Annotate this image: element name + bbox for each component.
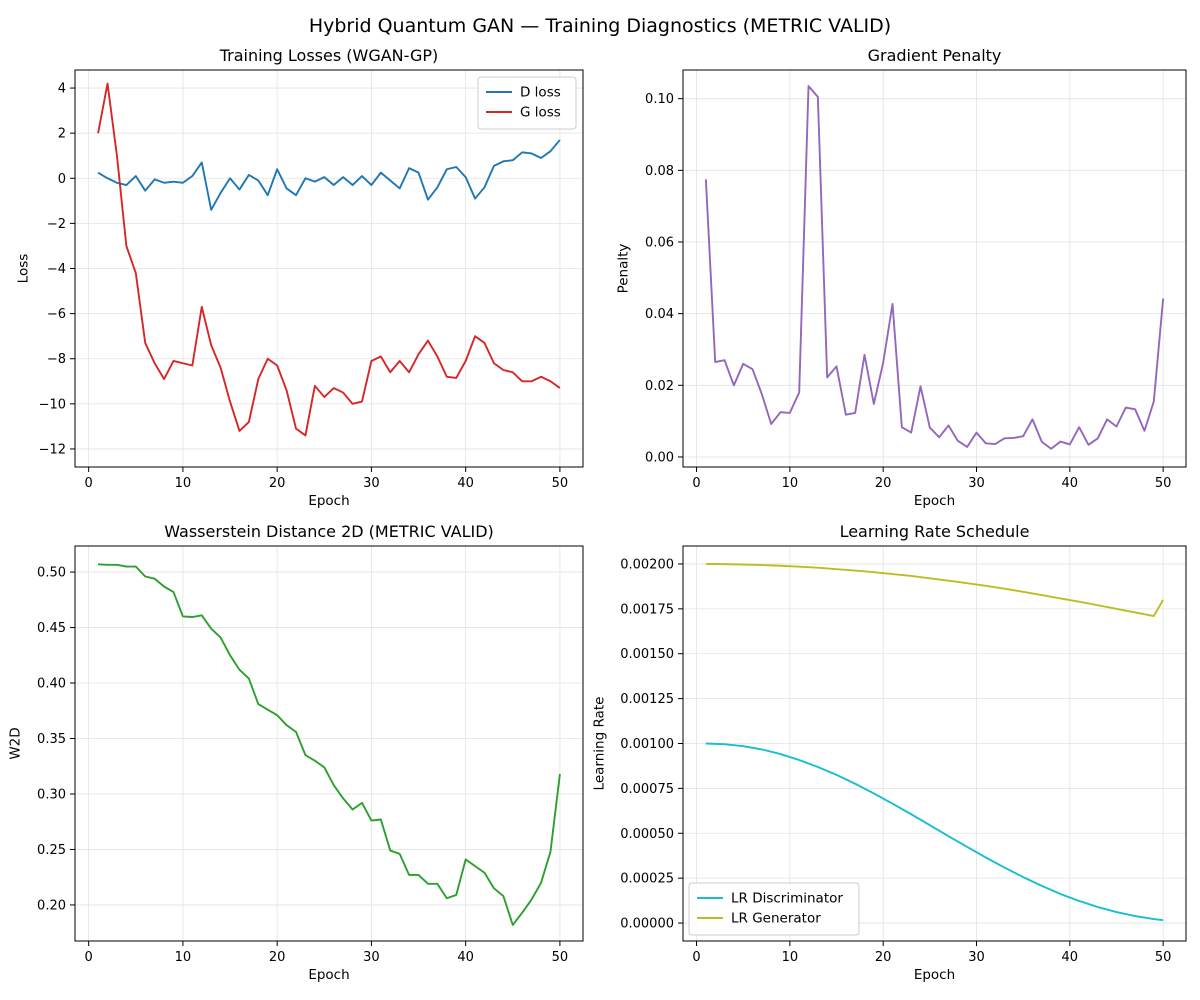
y-tick-label: −4 [47,262,66,277]
y-tick-label: 0.00 [645,450,674,465]
x-tick-label: 0 [692,950,700,965]
x-tick-label: 30 [968,476,985,491]
x-tick-label: 0 [692,476,700,491]
series-line [704,85,1165,450]
y-axis-label: W2D [8,727,24,759]
y-tick-label: 0.00200 [620,557,674,572]
y-tick-label: 0.08 [645,164,674,179]
x-tick-label: 30 [363,950,380,965]
y-tick-label: 0.00000 [620,917,674,932]
x-tick-label: 50 [552,476,569,491]
y-tick-label: 0.40 [37,677,66,692]
y-tick-label: 0.45 [37,621,66,636]
x-tick-label: 10 [175,950,192,965]
series-line-d-loss [97,139,561,211]
x-tick-label: 30 [968,950,985,965]
legend-box [477,76,577,130]
y-tick-label: 0 [58,172,66,187]
y-tick-label: 2 [58,127,66,142]
plot-frame [74,545,584,942]
y-axis-label: Loss [16,254,32,284]
y-tick-label: 0.02 [645,379,674,394]
chart-title: Learning Rate Schedule [840,522,1030,541]
legend-label: LR Generator [731,911,821,927]
series-line-lr-generator [705,563,1164,617]
y-tick-label: 0.00150 [620,647,674,662]
chart-title: Training Losses (WGAN-GP) [219,46,439,65]
y-tick-label: 0.10 [645,92,674,107]
x-tick-label: 50 [1155,950,1172,965]
chart-title: Gradient Penalty [868,46,1002,65]
x-axis-label: Epoch [308,967,349,983]
legend-label: LR Discriminator [731,891,843,907]
x-tick-label: 0 [85,476,93,491]
y-tick-label: 0.30 [37,787,66,802]
y-tick-label: 0.00025 [620,872,674,887]
y-tick-label: 4 [58,82,66,97]
chart-title: Wasserstein Distance 2D (METRIC VALID) [164,522,494,541]
y-tick-label: 0.00050 [620,827,674,842]
x-tick-label: 50 [552,950,569,965]
y-tick-label: 0.04 [645,307,674,322]
y-axis-label: Penalty [616,244,632,294]
x-tick-label: 20 [269,950,286,965]
plot-frame [682,69,1187,468]
series-line [98,563,561,926]
legend: D loss G loss [477,76,577,130]
x-tick-label: 40 [1062,950,1079,965]
y-tick-label: 0.00175 [620,602,674,617]
x-axis-label: Epoch [914,493,955,509]
x-tick-label: 40 [457,950,474,965]
x-axis-label: Epoch [914,967,955,983]
y-tick-label: 0.25 [37,843,66,858]
x-tick-label: 10 [782,476,799,491]
x-tick-label: 0 [85,950,93,965]
x-tick-label: 20 [269,476,286,491]
legend: LR Discriminator LR Generator [688,882,860,936]
figure-title: Hybrid Quantum GAN — Training Diagnostic… [308,15,892,37]
x-tick-label: 40 [457,476,474,491]
x-tick-label: 40 [1062,476,1079,491]
plot-frame [682,545,1187,942]
x-tick-label: 10 [175,476,192,491]
x-tick-label: 50 [1155,476,1172,491]
legend-label: G loss [520,105,561,121]
x-axis-label: Epoch [308,493,349,509]
y-tick-label: 0.00125 [620,692,674,707]
plot-frame [74,69,584,468]
legend-label: D loss [520,85,561,101]
y-tick-label: 0.00100 [620,737,674,752]
x-tick-label: 30 [363,476,380,491]
y-axis-label: Learning Rate [591,697,607,791]
series-line-lr-discriminator [705,742,1164,922]
y-tick-label: −2 [47,217,66,232]
y-tick-label: 0.35 [37,732,66,747]
y-tick-label: 0.50 [37,566,66,581]
y-tick-label: −6 [47,307,66,322]
x-tick-label: 20 [875,950,892,965]
y-tick-label: 0.20 [37,898,66,913]
y-tick-label: 0.00075 [620,782,674,797]
y-tick-label: −10 [39,397,66,412]
y-tick-label: −12 [39,442,66,457]
series-line-g-loss [97,82,561,437]
x-tick-label: 20 [875,476,892,491]
legend-box [688,882,860,936]
y-tick-label: 0.06 [645,235,674,250]
y-tick-label: −8 [47,352,66,367]
x-tick-label: 10 [782,950,799,965]
